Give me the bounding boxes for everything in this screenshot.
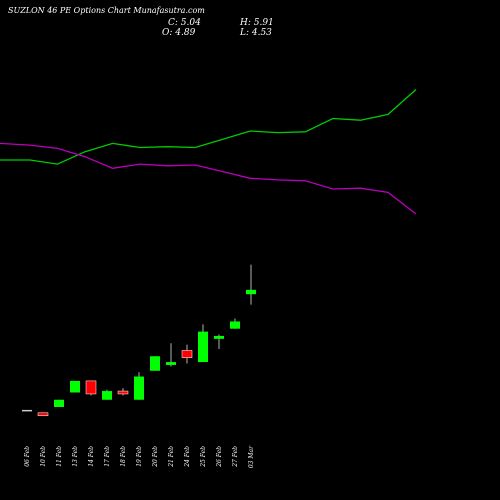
x-tick-label: 13 Feb (72, 446, 79, 467)
candle-11-feb (54, 399, 64, 407)
candle-body (166, 362, 176, 365)
x-tick-label: 26 Feb (216, 446, 223, 468)
candle-body (214, 335, 224, 339)
candle-body (85, 380, 97, 395)
high-value-label: H: 5.91 (240, 18, 274, 28)
candle-19-feb (134, 372, 144, 400)
close-value-label: C: 5.04 (168, 18, 201, 28)
candle-27-feb (230, 318, 240, 329)
x-tick-label: 24 Feb (184, 446, 191, 468)
candle-10-feb (37, 412, 49, 416)
x-tick-label: 20 Feb (152, 446, 159, 468)
candle-body (54, 399, 64, 407)
candle-body (150, 356, 160, 371)
x-tick-label: 18 Feb (120, 446, 127, 467)
candle-25-feb (198, 324, 208, 363)
x-tick-label: 11 Feb (56, 446, 63, 467)
candle-body (246, 289, 256, 295)
candle-body (22, 409, 32, 412)
lower-band-line (0, 142, 417, 215)
candle-body (102, 391, 112, 400)
x-tick-label: 10 Feb (40, 446, 47, 467)
candle-06-feb (22, 409, 32, 412)
candle-body (198, 331, 208, 363)
candle-20-feb (150, 356, 160, 371)
open-value-label: O: 4.89 (162, 28, 196, 38)
candle-17-feb (102, 389, 112, 400)
x-tick-label: 19 Feb (136, 446, 143, 467)
candle-body (70, 380, 80, 393)
candle-body (230, 321, 240, 329)
candle-03-mar (246, 264, 256, 305)
x-tick-label: 21 Feb (168, 446, 175, 468)
candle-body (117, 390, 129, 395)
candle-body (181, 350, 193, 358)
x-tick-label: 17 Feb (104, 446, 111, 467)
x-tick-label: 14 Feb (88, 446, 95, 467)
x-tick-label: 27 Feb (232, 446, 239, 468)
upper-band-line (0, 89, 417, 165)
candlestick-series (22, 264, 256, 416)
x-axis-tick-labels: 06 Feb 10 Feb 11 Feb 13 Feb 14 Feb 17 Feb 18 F… (24, 445, 255, 468)
indicator-lines (0, 89, 417, 215)
candle-24-feb (181, 344, 193, 364)
candle-26-feb (214, 334, 224, 349)
chart-title: SUZLON 46 PE Options Chart Munafasutra.c… (8, 6, 205, 15)
x-tick-label: 06 Feb (24, 446, 31, 467)
x-tick-label: 25 Feb (200, 446, 207, 468)
x-tick-label: 03 Mar (248, 445, 255, 468)
candle-14-feb (85, 380, 97, 396)
candle-body (134, 376, 144, 400)
low-value-label: L: 4.53 (240, 28, 272, 38)
candle-13-feb (70, 380, 80, 393)
candle-21-feb (166, 343, 176, 367)
candle-body (37, 412, 49, 416)
candle-18-feb (117, 388, 129, 396)
